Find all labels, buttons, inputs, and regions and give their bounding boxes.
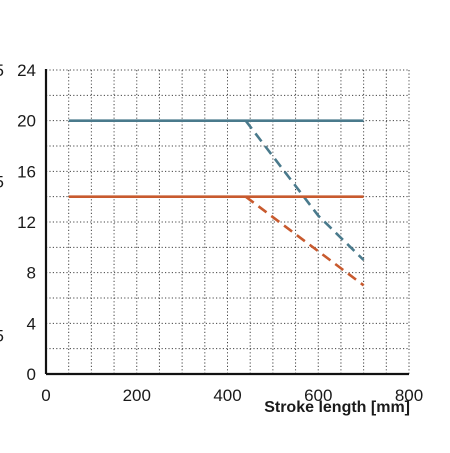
left-edge-labels: 5 5 5: [0, 61, 4, 345]
y-tick-label: 16: [17, 162, 36, 181]
y-tick-label: 4: [27, 314, 36, 333]
y-tick-label: 20: [17, 112, 36, 131]
x-tick-label: 200: [123, 386, 151, 405]
x-axis-title: Stroke length [mm]: [264, 399, 410, 416]
y-tick-label: 8: [27, 264, 36, 283]
y-tick-label: 0: [27, 365, 36, 384]
x-tick-label: 400: [213, 386, 241, 405]
y-tick-label: 24: [17, 61, 36, 80]
tick-labels: 0 200 400 600 800 0 4 8 12 16 20 24: [17, 61, 423, 405]
x-tick-label: 600: [304, 386, 332, 405]
x-tick-label: 0: [41, 386, 50, 405]
series-line-4: [244, 195, 365, 287]
grid: [46, 69, 410, 374]
edge-label: 5: [0, 172, 4, 191]
x-tick-label: 800: [395, 386, 423, 405]
series-group: [68, 119, 365, 287]
series-line-2: [244, 119, 365, 261]
y-tick-label: 12: [17, 213, 36, 232]
edge-label: 5: [0, 326, 4, 345]
axes: [44, 69, 409, 376]
edge-label: 5: [0, 61, 4, 80]
